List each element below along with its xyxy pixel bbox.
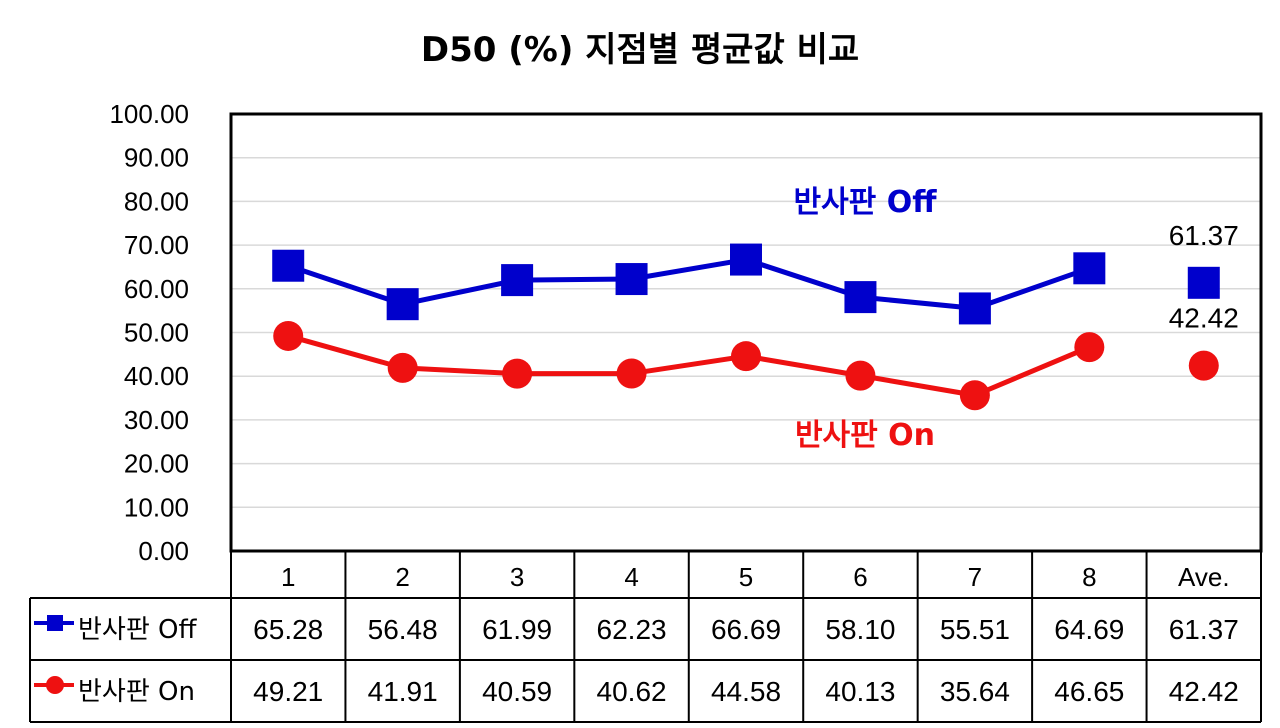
series-line — [287, 257, 1091, 311]
circle-marker — [1188, 350, 1219, 381]
y-axis-ticks: 0.00 10.00 20.00 30.00 40.00 50.00 60.00 70.00 8… — [109, 99, 189, 566]
chart-title: D50 (%) 지점별 평균값 비교 — [420, 30, 860, 70]
square-marker — [1187, 266, 1220, 299]
y-tick-label: 60.00 — [124, 274, 189, 304]
table-cell: 55.51 — [940, 614, 1010, 645]
series-line — [287, 333, 1091, 398]
circle-marker — [1074, 332, 1105, 363]
x-tick-label: 3 — [510, 562, 524, 592]
y-tick-label: 80.00 — [124, 186, 189, 216]
y-tick-label: 30.00 — [124, 405, 189, 435]
table-cell: 42.42 — [1169, 676, 1239, 707]
square-marker — [844, 281, 877, 314]
table-cell: 35.64 — [940, 676, 1010, 707]
circle-marker — [845, 360, 876, 391]
table-cell: 40.62 — [597, 676, 667, 707]
circle-marker — [273, 320, 304, 351]
table-cell: 61.99 — [482, 614, 552, 645]
y-tick-label: 100.00 — [109, 99, 189, 129]
series-lines — [287, 257, 1091, 398]
legend-key-circle-marker — [46, 676, 64, 694]
x-tick-label: 1 — [281, 562, 295, 592]
table-cell: 41.91 — [368, 676, 438, 707]
legend-key-square-marker — [47, 615, 63, 631]
data-label-ave-on: 42.42 — [1169, 303, 1239, 334]
table-cell: 64.69 — [1054, 614, 1124, 645]
circle-marker — [387, 352, 418, 383]
data-label-ave-off: 61.37 — [1169, 220, 1239, 251]
x-tick-label: 6 — [853, 562, 867, 592]
y-tick-label: 10.00 — [124, 492, 189, 522]
table-cell: 66.69 — [711, 614, 781, 645]
x-tick-label: 8 — [1082, 562, 1096, 592]
square-marker — [386, 288, 419, 321]
square-marker — [958, 292, 991, 325]
series-markers — [272, 243, 1220, 411]
data-table: 1 2 3 4 5 6 7 8 Ave. 반사판 Off 65.28 56.48 61.99 62.23 6… — [29, 550, 1262, 723]
square-marker — [1073, 252, 1106, 285]
table-cell: 61.37 — [1169, 614, 1239, 645]
table-cell: 58.10 — [825, 614, 895, 645]
y-tick-label: 0.00 — [138, 536, 189, 566]
x-tick-label: 4 — [624, 562, 638, 592]
table-cell: 40.13 — [825, 676, 895, 707]
circle-marker — [731, 341, 761, 372]
table-cell: 56.48 — [368, 614, 438, 645]
circle-marker — [616, 358, 647, 389]
y-tick-label: 50.00 — [124, 318, 189, 348]
circle-marker — [502, 358, 533, 389]
circle-marker — [959, 380, 990, 411]
series-label-on: 반사판 On — [795, 418, 935, 453]
square-marker — [501, 264, 534, 297]
y-tick-label: 70.00 — [124, 230, 189, 260]
series-label-off: 반사판 Off — [793, 185, 937, 220]
legend-label: 반사판 Off — [78, 615, 197, 645]
legend-label: 반사판 On — [78, 677, 195, 707]
x-tick-label: 7 — [968, 562, 982, 592]
gridlines — [231, 156, 1261, 509]
square-marker — [730, 243, 762, 276]
table-cell: 65.28 — [253, 614, 323, 645]
y-tick-label: 40.00 — [124, 361, 189, 391]
square-marker — [615, 263, 648, 296]
x-tick-label: 2 — [395, 562, 409, 592]
table-cell: 44.58 — [711, 676, 781, 707]
table-cell: 40.59 — [482, 676, 552, 707]
table-cell: 62.23 — [597, 614, 667, 645]
series-labels: 반사판 Off 반사판 On 61.37 42.42 — [793, 185, 1238, 453]
table-cell: 46.65 — [1054, 676, 1124, 707]
y-tick-label: 90.00 — [124, 143, 189, 173]
x-tick-label: 5 — [739, 562, 753, 592]
table-cell: 49.21 — [253, 676, 323, 707]
square-marker — [272, 249, 305, 282]
plot-area-frame — [229, 112, 1263, 553]
x-tick-label: Ave. — [1178, 562, 1230, 592]
y-tick-label: 20.00 — [124, 449, 189, 479]
